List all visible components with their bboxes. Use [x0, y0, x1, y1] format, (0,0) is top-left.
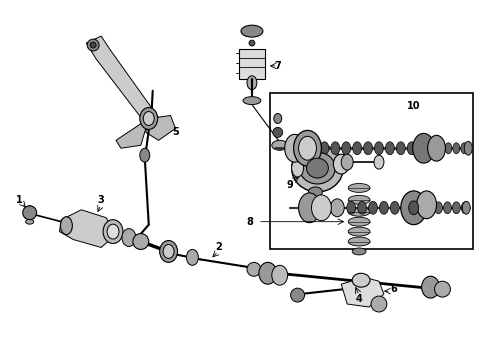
Ellipse shape	[333, 154, 349, 174]
Ellipse shape	[379, 201, 389, 214]
Circle shape	[249, 40, 255, 46]
Ellipse shape	[140, 148, 150, 162]
Ellipse shape	[435, 202, 442, 214]
Ellipse shape	[348, 184, 370, 192]
Text: 2: 2	[215, 243, 221, 252]
Ellipse shape	[243, 96, 261, 105]
Circle shape	[90, 42, 96, 48]
Ellipse shape	[348, 237, 370, 246]
Bar	[239, 49, 265, 79]
Ellipse shape	[298, 136, 317, 160]
Ellipse shape	[348, 207, 370, 216]
Circle shape	[87, 39, 99, 51]
Ellipse shape	[347, 201, 356, 214]
Ellipse shape	[445, 143, 452, 154]
Ellipse shape	[353, 142, 362, 155]
Ellipse shape	[320, 142, 329, 155]
Polygon shape	[146, 116, 175, 140]
Ellipse shape	[348, 195, 370, 204]
Ellipse shape	[364, 142, 372, 155]
Ellipse shape	[374, 142, 383, 155]
Ellipse shape	[294, 130, 321, 166]
Polygon shape	[341, 277, 384, 307]
Text: 1: 1	[16, 195, 23, 205]
Ellipse shape	[103, 220, 123, 243]
Circle shape	[23, 206, 37, 220]
Polygon shape	[116, 118, 149, 148]
Ellipse shape	[140, 108, 158, 129]
Ellipse shape	[241, 25, 263, 37]
Ellipse shape	[416, 191, 437, 219]
Ellipse shape	[292, 159, 303, 177]
Ellipse shape	[368, 201, 377, 214]
Ellipse shape	[465, 141, 472, 155]
Ellipse shape	[285, 134, 305, 162]
Ellipse shape	[312, 195, 331, 221]
Ellipse shape	[407, 142, 416, 155]
Text: 7: 7	[274, 61, 281, 71]
Ellipse shape	[461, 143, 468, 154]
Ellipse shape	[391, 201, 399, 214]
Ellipse shape	[452, 202, 460, 214]
Ellipse shape	[348, 217, 370, 226]
Ellipse shape	[409, 201, 418, 215]
Ellipse shape	[341, 154, 353, 170]
Polygon shape	[86, 36, 161, 130]
Ellipse shape	[122, 229, 136, 247]
Text: 4: 4	[356, 294, 363, 304]
Ellipse shape	[307, 158, 328, 178]
Circle shape	[273, 127, 283, 137]
Ellipse shape	[421, 276, 440, 298]
Ellipse shape	[25, 219, 34, 224]
Ellipse shape	[413, 133, 435, 163]
Ellipse shape	[352, 273, 370, 287]
Ellipse shape	[298, 193, 320, 223]
Polygon shape	[59, 210, 116, 247]
Ellipse shape	[160, 240, 177, 262]
Ellipse shape	[272, 265, 288, 285]
Text: 3: 3	[98, 195, 104, 205]
Text: 8: 8	[246, 217, 253, 227]
Circle shape	[133, 234, 149, 249]
Circle shape	[371, 296, 387, 312]
Ellipse shape	[259, 262, 277, 284]
Text: 6: 6	[391, 284, 397, 294]
Ellipse shape	[358, 201, 367, 214]
Ellipse shape	[348, 227, 370, 236]
Ellipse shape	[292, 144, 343, 192]
Ellipse shape	[247, 76, 257, 90]
Ellipse shape	[309, 187, 322, 197]
Circle shape	[247, 262, 261, 276]
Text: 10: 10	[407, 100, 420, 111]
Ellipse shape	[331, 142, 340, 155]
Ellipse shape	[461, 202, 469, 214]
Ellipse shape	[60, 217, 73, 235]
Ellipse shape	[428, 135, 445, 161]
Ellipse shape	[386, 142, 394, 155]
Ellipse shape	[299, 152, 335, 184]
Circle shape	[291, 288, 305, 302]
Ellipse shape	[187, 249, 198, 265]
Ellipse shape	[342, 142, 351, 155]
Ellipse shape	[443, 202, 451, 214]
Ellipse shape	[462, 201, 470, 214]
Ellipse shape	[107, 224, 119, 239]
Ellipse shape	[143, 112, 154, 125]
Ellipse shape	[453, 143, 460, 154]
Bar	[270, 93, 473, 249]
Ellipse shape	[330, 199, 344, 217]
Ellipse shape	[374, 155, 384, 169]
Ellipse shape	[163, 244, 174, 258]
Text: 9: 9	[286, 180, 293, 190]
Ellipse shape	[401, 201, 410, 214]
Ellipse shape	[401, 191, 427, 225]
Ellipse shape	[272, 140, 288, 150]
Ellipse shape	[274, 113, 282, 123]
Circle shape	[435, 281, 450, 297]
Ellipse shape	[396, 142, 405, 155]
Text: 5: 5	[172, 127, 179, 138]
Ellipse shape	[352, 248, 366, 255]
